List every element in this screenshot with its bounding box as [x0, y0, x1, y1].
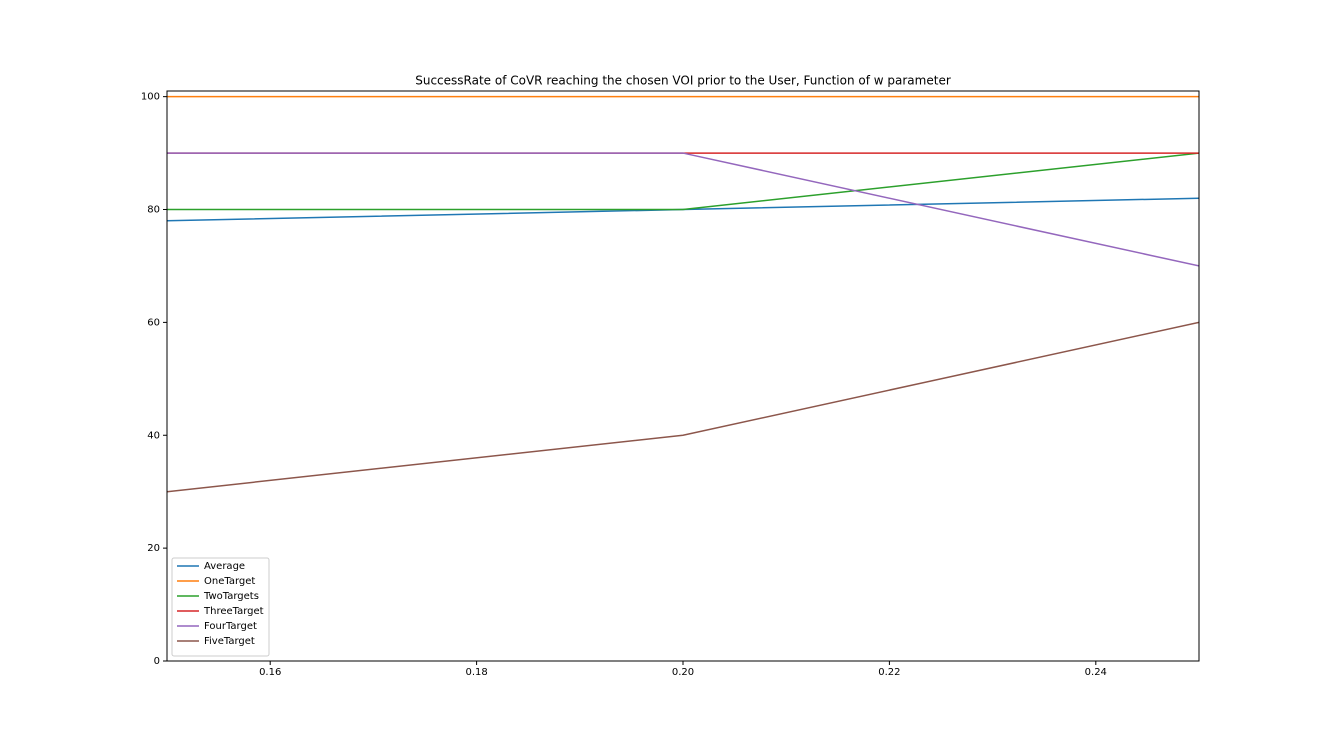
series-line [167, 152, 1199, 267]
plot-frame [166, 90, 1200, 662]
x-tick-label: 0.20 [672, 667, 694, 678]
y-tick-label: 60 [147, 317, 160, 328]
y-tick-label: 0 [154, 656, 160, 667]
x-tick-label: 0.18 [465, 667, 487, 678]
legend-label: FourTarget [204, 621, 257, 632]
x-tick-label: 0.24 [1085, 667, 1107, 678]
legend-label: OneTarget [204, 576, 255, 587]
x-tick-label: 0.22 [878, 667, 900, 678]
legend-label: FiveTarget [204, 636, 255, 647]
legend-label: ThreeTarget [203, 606, 264, 617]
y-tick-label: 20 [147, 543, 160, 554]
legend-label: Average [204, 561, 245, 572]
legend-label: TwoTargets [203, 591, 259, 602]
x-tick-label: 0.16 [259, 667, 281, 678]
series-line [167, 321, 1199, 493]
y-tick-label: 80 [147, 205, 160, 216]
chart-title: SuccessRate of CoVR reaching the chosen … [415, 74, 951, 88]
series-line [167, 152, 1199, 211]
y-tick-label: 40 [147, 430, 160, 441]
y-tick-label: 100 [141, 92, 160, 103]
legend-box [171, 557, 270, 657]
